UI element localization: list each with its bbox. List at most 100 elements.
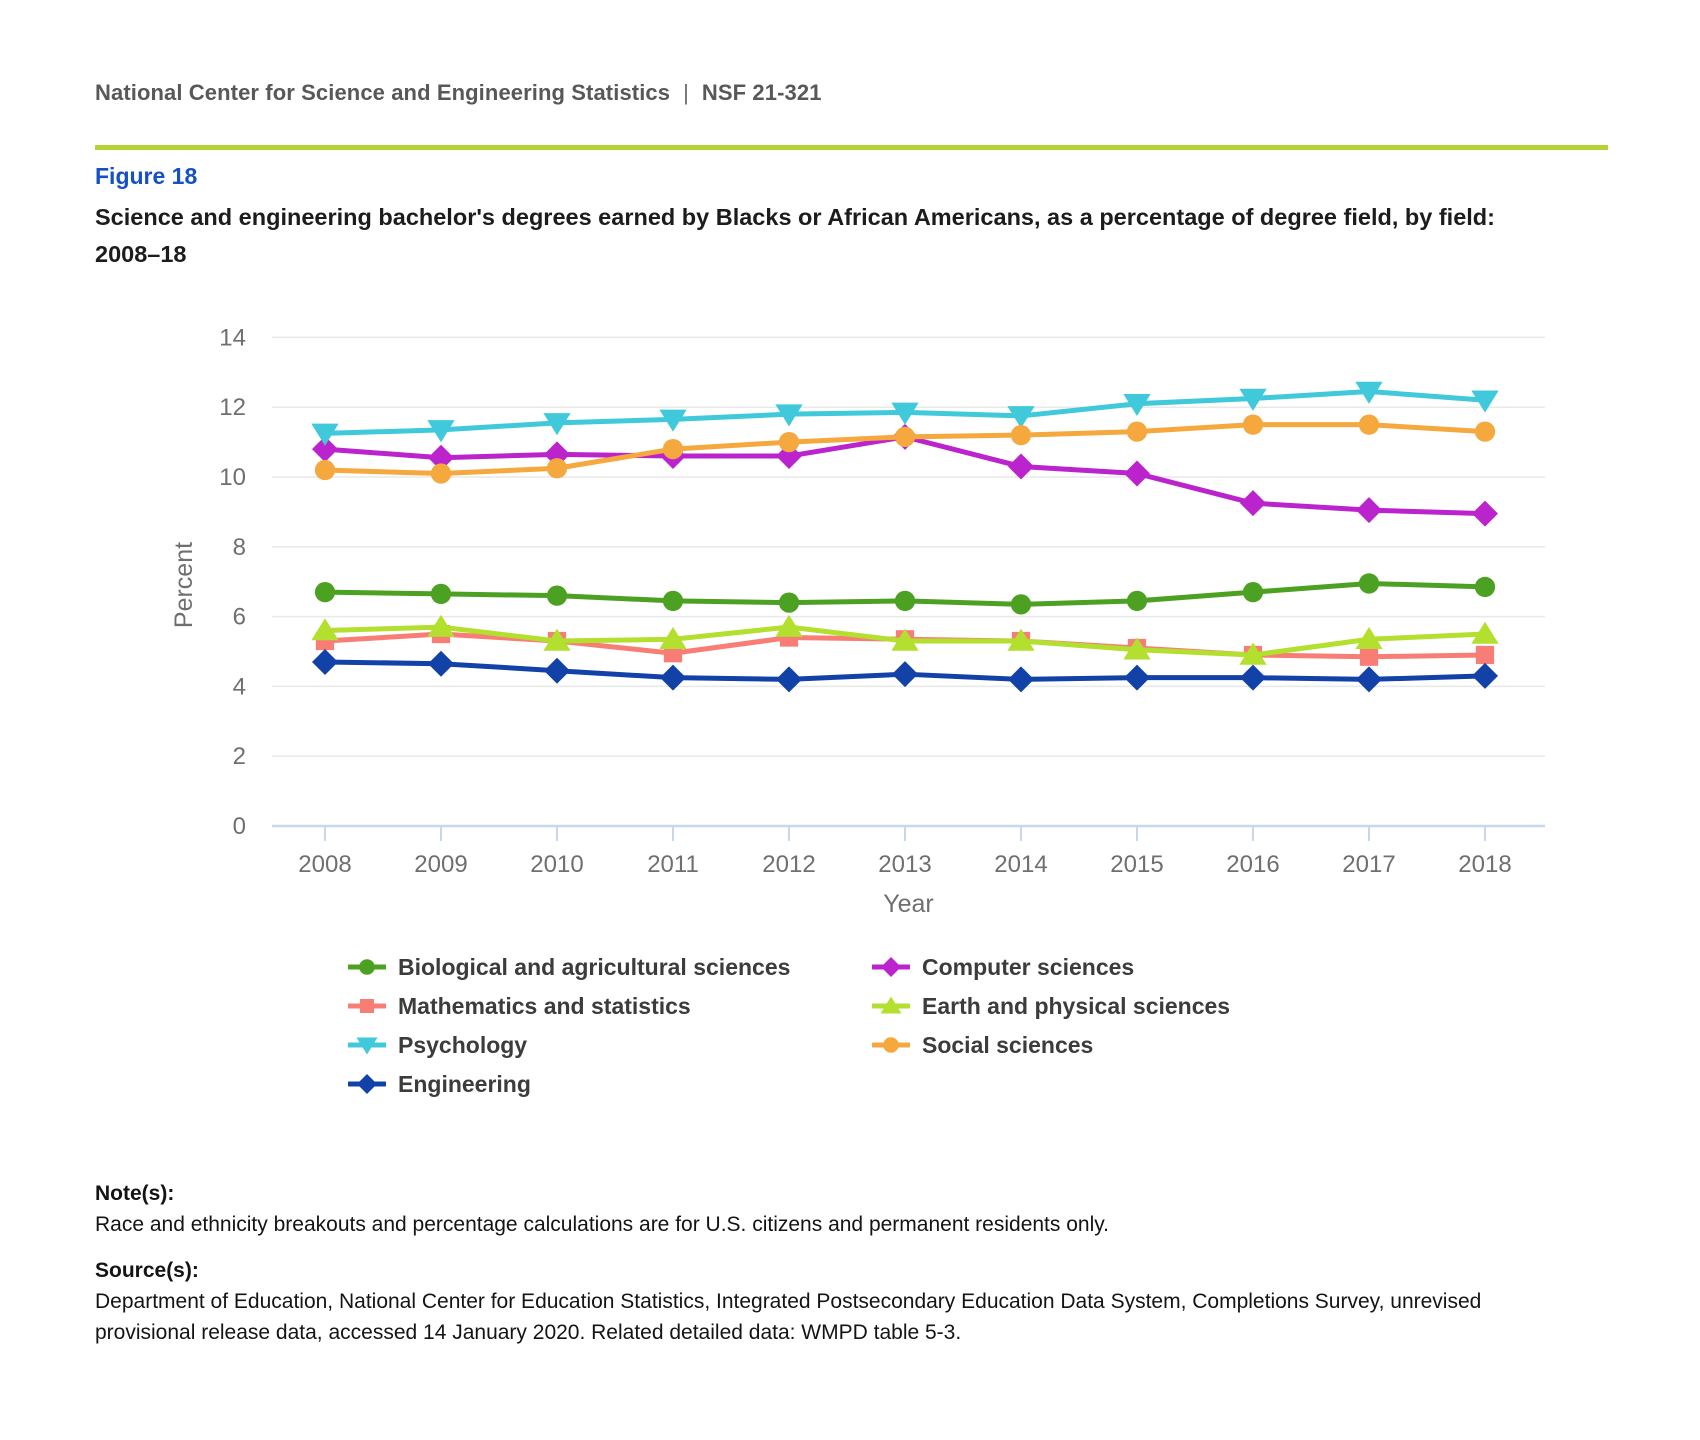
x-tick-label: 2017 [1342, 851, 1395, 878]
circle-marker-icon [1242, 582, 1264, 603]
triangle-down-marker-icon [311, 423, 339, 446]
legend-item-social-sciences[interactable]: Social sciences [872, 1031, 1093, 1059]
triangle-down-marker-icon [1239, 388, 1267, 411]
diamond-marker-icon [1472, 662, 1498, 689]
x-tick-label: 2009 [414, 851, 467, 878]
x-tick-label: 2016 [1226, 851, 1279, 878]
org-name: National Center for Science and Engineer… [95, 80, 671, 105]
triangle-down-marker-icon [775, 404, 803, 427]
legend-item-mathematics-and-statistics[interactable]: Mathematics and statistics [348, 992, 691, 1020]
sources-body: Department of Education, National Center… [95, 1290, 1482, 1344]
legend-marker-square-icon [348, 999, 386, 1013]
y-tick-label: 8 [233, 534, 246, 561]
legend-item-engineering[interactable]: Engineering [348, 1070, 531, 1098]
figure-label-link[interactable]: Figure 18 [95, 163, 198, 189]
circle-marker-icon [1474, 421, 1496, 442]
diamond-marker-icon [660, 664, 686, 691]
triangle-down-marker-icon [1355, 381, 1383, 404]
x-tick-label: 2012 [762, 851, 815, 878]
chart-figure: 0 2 4 6 8 10 12 14 2008 2009 2010 2011 2012 2013 2014 2… [0, 280, 1700, 1097]
diamond-marker-icon [312, 436, 338, 463]
circle-marker-icon [1010, 424, 1032, 446]
legend-label: Psychology [398, 1031, 528, 1058]
circle-marker-icon [314, 459, 336, 481]
legend-label: Computer sciences [922, 953, 1135, 980]
legend-marker-triangle-up-icon [872, 996, 910, 1014]
legend-label: Social sciences [922, 1031, 1094, 1058]
document-header: National Center for Science and Engineer… [95, 80, 822, 106]
diamond-marker-icon [892, 661, 918, 688]
legend-item-earth-and-physical-sciences[interactable]: Earth and physical sciences [872, 992, 1230, 1020]
circle-marker-icon [1358, 414, 1380, 435]
triangle-up-marker-icon [880, 996, 902, 1014]
y-gridlines: 0 2 4 6 8 10 12 14 [219, 324, 1545, 840]
y-tick-label: 0 [233, 813, 246, 840]
x-tick-label: 2010 [530, 851, 583, 878]
x-tick-label: 2008 [298, 851, 351, 878]
circle-marker-icon [546, 458, 568, 479]
diamond-marker-icon [1008, 666, 1034, 693]
y-axis-title: Percent [170, 542, 198, 628]
circle-marker-icon [1242, 414, 1264, 435]
diamond-marker-icon [428, 444, 454, 471]
report-id: NSF 21-321 [701, 80, 822, 105]
legend-item-biological-and-agricultural-sciences[interactable]: Biological and agricultural sciences [348, 953, 790, 981]
square-marker-icon [360, 999, 374, 1013]
diamond-marker-icon [1124, 664, 1150, 691]
legend-item-psychology[interactable]: Psychology [348, 1031, 527, 1059]
legend-item-computer-sciences[interactable]: Computer sciences [872, 953, 1134, 981]
circle-marker-icon [662, 438, 684, 460]
figure-title: Science and engineering bachelor's degre… [95, 204, 1495, 267]
triangle-up-marker-icon [427, 614, 455, 637]
circle-marker-icon [894, 590, 916, 612]
x-axis-title: Year [883, 890, 934, 918]
y-tick-label: 14 [219, 324, 246, 351]
y-tick-label: 2 [233, 743, 246, 770]
diamond-marker-icon [1472, 500, 1498, 527]
circle-marker-icon [883, 1037, 899, 1053]
notes-heading: Note(s): [95, 1182, 175, 1205]
sources-heading: Source(s): [95, 1259, 199, 1282]
diamond-marker-icon [357, 1074, 377, 1094]
x-tick-label: 2014 [994, 851, 1047, 878]
triangle-up-marker-icon [543, 628, 571, 651]
diamond-marker-icon [1240, 490, 1266, 517]
y-tick-label: 12 [219, 394, 246, 421]
y-tick-label: 4 [233, 673, 246, 700]
series-earth-and-physical-sciences [311, 614, 1499, 665]
diamond-marker-icon [1356, 666, 1382, 693]
triangle-down-marker-icon [659, 409, 687, 432]
series-social-sciences [314, 414, 1496, 484]
diamond-marker-icon [428, 650, 454, 677]
triangle-down-marker-icon [543, 413, 571, 436]
circle-marker-icon [359, 959, 375, 975]
diamond-marker-icon [1240, 664, 1266, 691]
accent-rule [95, 145, 1608, 150]
triangle-down-marker-icon [1007, 406, 1035, 429]
legend-marker-triangle-down-icon [348, 1037, 386, 1055]
circle-marker-icon [778, 592, 800, 613]
triangle-up-marker-icon [311, 618, 339, 641]
circle-marker-icon [1126, 590, 1148, 612]
triangle-down-marker-icon [356, 1037, 378, 1055]
notes-body: Race and ethnicity breakouts and percent… [95, 1213, 1110, 1236]
circle-marker-icon [1010, 594, 1032, 615]
circle-marker-icon [1358, 573, 1380, 594]
diamond-marker-icon [312, 648, 338, 675]
x-tick-label: 2013 [878, 851, 931, 878]
triangle-up-marker-icon [1355, 626, 1383, 650]
triangle-up-marker-icon [891, 628, 919, 651]
y-tick-label: 6 [233, 604, 246, 631]
diamond-marker-icon [1356, 497, 1382, 524]
y-tick-label: 10 [219, 464, 246, 491]
circle-marker-icon [546, 585, 568, 606]
circle-marker-icon [430, 463, 452, 484]
legend-marker-diamond-icon [872, 957, 910, 977]
triangle-down-marker-icon [1471, 390, 1499, 413]
triangle-up-marker-icon [1239, 642, 1267, 665]
legend-label: Engineering [398, 1070, 531, 1097]
legend-marker-circle-icon [872, 1037, 910, 1053]
header-divider: | [683, 80, 689, 105]
